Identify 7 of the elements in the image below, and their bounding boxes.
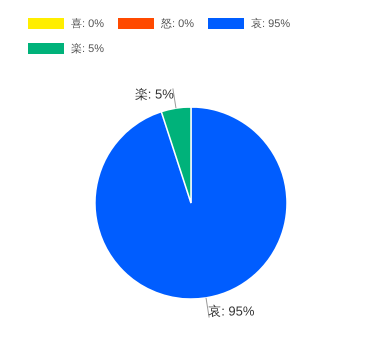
legend-label: 怒: 0%: [161, 17, 194, 31]
legend-label: 哀: 95%: [251, 17, 290, 31]
slice-label: 哀: 95%: [208, 304, 255, 319]
pie-slice: [94, 106, 288, 300]
legend-label: 楽: 5%: [71, 42, 104, 56]
slice-label: 楽: 5%: [134, 86, 174, 102]
legend-label: 喜: 0%: [71, 17, 104, 31]
